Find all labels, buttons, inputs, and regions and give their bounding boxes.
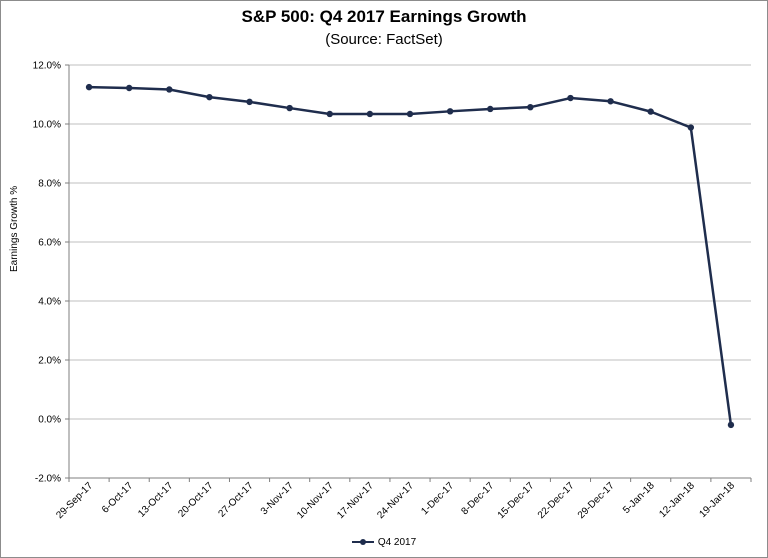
data-point xyxy=(166,86,173,93)
x-tick-label: 8-Dec-17 xyxy=(459,480,496,517)
x-tick-label: 27-Oct-17 xyxy=(216,480,256,520)
data-point xyxy=(366,110,374,118)
x-tick-label: 29-Sep-17 xyxy=(54,480,95,521)
x-tick-label: 20-Oct-17 xyxy=(176,480,216,520)
x-tick-label: 19-Jan-18 xyxy=(697,480,737,520)
x-tick-label: 24-Nov-17 xyxy=(375,480,416,521)
legend-swatch xyxy=(351,539,374,546)
data-point xyxy=(326,110,333,118)
y-tick-label: 10.0% xyxy=(33,120,61,131)
x-tick-label: 22-Dec-17 xyxy=(536,480,577,521)
x-tick-label: 10-Nov-17 xyxy=(295,480,336,521)
data-point xyxy=(607,98,614,105)
data-point xyxy=(727,421,735,429)
y-tick-label: -2.0% xyxy=(35,474,61,485)
chart-title: S&P 500: Q4 2017 Earnings Growth xyxy=(241,7,527,26)
data-point xyxy=(687,124,695,131)
data-point xyxy=(286,104,293,112)
legend-label: Q4 2017 xyxy=(377,537,417,548)
y-tick-label: 0.0% xyxy=(38,415,61,426)
x-tick-label: 29-Dec-17 xyxy=(576,480,617,521)
data-point xyxy=(487,105,494,113)
y-tick-label: 12.0% xyxy=(33,61,61,72)
x-tick-label: 12-Jan-18 xyxy=(657,480,697,520)
x-tick-label: 6-Oct-17 xyxy=(100,480,136,516)
y-tick-label: 4.0% xyxy=(38,297,61,308)
x-tick-label: 3-Nov-17 xyxy=(259,480,296,517)
data-point xyxy=(567,94,574,102)
data-point xyxy=(246,98,253,106)
y-tick-label: 2.0% xyxy=(38,356,61,367)
x-tick-label: 17-Nov-17 xyxy=(335,480,376,521)
data-point xyxy=(85,83,93,91)
data-point xyxy=(125,84,133,92)
data-point xyxy=(206,93,213,101)
x-tick-label: 15-Dec-17 xyxy=(496,480,537,521)
y-tick-label: 8.0% xyxy=(38,179,61,190)
series-line xyxy=(89,85,733,426)
y-tick-label: 6.0% xyxy=(38,238,61,249)
data-point xyxy=(406,110,414,118)
x-tick-label: 1-Dec-17 xyxy=(419,480,456,517)
x-tick-label: 5-Jan-18 xyxy=(621,480,657,516)
chart-subtitle: (Source: FactSet) xyxy=(325,31,443,48)
data-point xyxy=(446,108,454,115)
data-point xyxy=(527,103,534,111)
data-point xyxy=(647,108,654,115)
x-tick-label: 13-Oct-17 xyxy=(136,480,176,520)
legend: Q4 2017 xyxy=(1,537,767,548)
